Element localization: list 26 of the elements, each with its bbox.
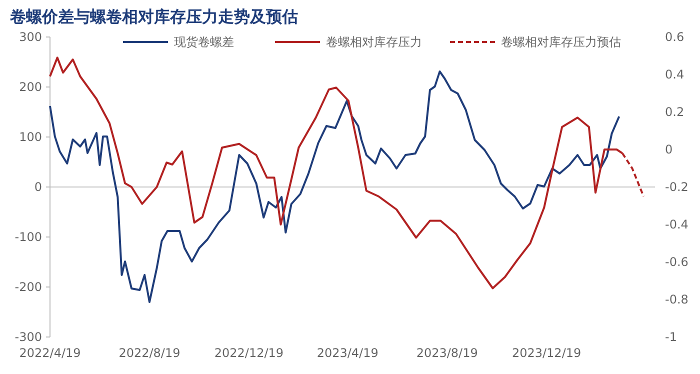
y-tick-label: 100 xyxy=(19,130,42,144)
y2-tick-label: 0.4 xyxy=(665,68,684,82)
y-tick-label: -200 xyxy=(14,280,42,294)
x-tick-label: 2022/4/19 xyxy=(19,346,81,360)
legend-label: 现货卷螺差 xyxy=(174,35,234,50)
y-tick-label: -100 xyxy=(14,230,42,244)
y-tick-label: 200 xyxy=(19,80,42,94)
y2-tick-label: -1 xyxy=(665,330,677,344)
y-tick-label: 300 xyxy=(19,30,42,44)
x-tick-label: 2022/12/19 xyxy=(214,346,284,360)
legend-label: 卷螺相对库存压力 xyxy=(326,35,422,50)
legend-label: 卷螺相对库存压力预估 xyxy=(501,35,621,50)
y-tick-label: -300 xyxy=(14,330,42,344)
y2-tick-label: -0.2 xyxy=(665,180,688,194)
y2-tick-label: 0.6 xyxy=(665,30,684,44)
chart-title: 卷螺价差与螺卷相对库存压力走势及预估 xyxy=(9,7,298,26)
x-tick-label: 2023/8/19 xyxy=(416,346,478,360)
x-tick-label: 2022/8/19 xyxy=(118,346,180,360)
y2-tick-label: 0.2 xyxy=(665,105,684,120)
y2-tick-label: -0.8 xyxy=(665,292,688,307)
y2-tick-label: -0.6 xyxy=(665,255,688,270)
x-tick-label: 2023/12/19 xyxy=(512,346,582,360)
y2-tick-label: -0.4 xyxy=(665,218,688,232)
x-tick-label: 2023/4/19 xyxy=(316,346,378,360)
y-tick-label: 0 xyxy=(34,180,42,194)
y2-tick-label: 0 xyxy=(665,142,673,157)
